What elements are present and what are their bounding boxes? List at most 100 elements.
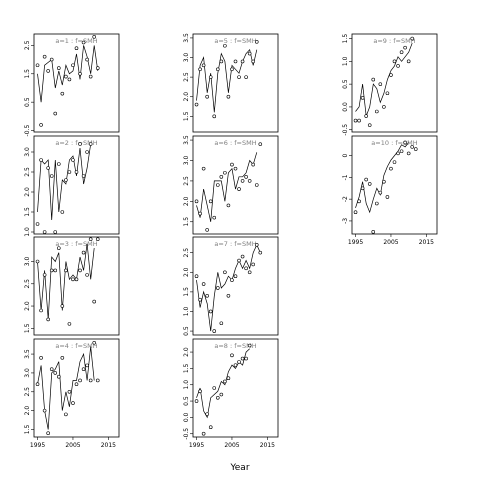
observed-point bbox=[49, 268, 54, 273]
observed-point bbox=[364, 177, 368, 182]
observed-point bbox=[35, 259, 40, 264]
panel-label: a=6 : f=SMH bbox=[214, 139, 256, 147]
observed-point bbox=[53, 111, 58, 116]
observed-point bbox=[74, 46, 79, 51]
observed-point bbox=[357, 199, 361, 204]
y-tick-label: 1.5 bbox=[342, 34, 349, 44]
observed-point bbox=[226, 293, 231, 298]
x-tick-label: 2015 bbox=[260, 442, 275, 449]
y-tick-label: 0.0 bbox=[342, 102, 349, 112]
panel-label: a=1 : f=SMH bbox=[55, 37, 97, 45]
observed-point bbox=[382, 105, 386, 109]
y-tick-label: 1.0 bbox=[24, 227, 31, 237]
panel-8: a=8 : f=SMH -0.5 0.0 0.5 1.0 1.5 2.0 bbox=[183, 338, 279, 440]
observed-point bbox=[399, 50, 404, 55]
observed-point bbox=[67, 77, 72, 82]
observed-point bbox=[92, 299, 97, 304]
y-tick-label: 1.5 bbox=[24, 425, 31, 435]
observed-point bbox=[81, 40, 86, 45]
panel-label: a=3 : f=SMH bbox=[55, 240, 97, 248]
panel-7: a=7 : f=SMH 0.5 1.0 1.5 2.0 2.5 bbox=[183, 236, 279, 336]
observed-point bbox=[71, 158, 75, 162]
observed-point bbox=[240, 179, 245, 183]
panel-frame bbox=[192, 338, 279, 438]
observed-point bbox=[71, 63, 75, 68]
observed-point bbox=[201, 431, 206, 436]
observed-point bbox=[244, 75, 248, 79]
observed-point bbox=[406, 59, 411, 64]
observed-point bbox=[35, 222, 40, 226]
observed-point bbox=[53, 230, 58, 234]
panel-frame bbox=[351, 33, 438, 133]
observed-point bbox=[194, 102, 199, 107]
panel-2: a=2 : f=SMH 1.0 1.5 2.0 2.5 3.0 bbox=[24, 135, 120, 237]
observed-point bbox=[237, 75, 241, 79]
y-tick-label: -3 bbox=[342, 218, 349, 224]
observed-point bbox=[237, 360, 241, 364]
observed-point bbox=[215, 395, 220, 400]
y-tick-label: 1.5 bbox=[183, 111, 190, 121]
observed-point bbox=[244, 356, 248, 361]
observed-point bbox=[413, 147, 418, 151]
observed-point bbox=[194, 399, 199, 403]
observed-point bbox=[49, 174, 54, 178]
model-fit-line bbox=[355, 42, 413, 117]
observed-point bbox=[42, 230, 47, 234]
y-tick-label: -0.5 bbox=[183, 428, 190, 440]
observed-point bbox=[223, 379, 227, 384]
observed-point bbox=[46, 317, 50, 322]
observed-point bbox=[35, 63, 40, 68]
model-fit-line bbox=[37, 45, 99, 103]
panel-10: a=10 : f=SMH -3 -2 -1 0 bbox=[342, 135, 438, 235]
observed-point bbox=[201, 166, 206, 171]
panel-4: a=4 : f=SMH 1.5 2.0 2.5 3.0 3.5 bbox=[24, 338, 120, 438]
observed-point bbox=[215, 183, 220, 187]
y-tick-label: 1.5 bbox=[183, 363, 190, 373]
observed-point bbox=[240, 59, 245, 64]
observed-point bbox=[244, 266, 248, 271]
observed-point bbox=[74, 277, 79, 282]
observed-point bbox=[53, 268, 58, 273]
y-tick-label: 0.5 bbox=[183, 396, 190, 406]
observed-point bbox=[71, 401, 75, 405]
y-tick-label: 2.0 bbox=[183, 92, 190, 102]
observed-point bbox=[56, 374, 61, 379]
y-tick-label: -2 bbox=[342, 196, 349, 202]
observed-point bbox=[92, 340, 97, 345]
observed-point bbox=[35, 382, 40, 387]
observed-point bbox=[85, 363, 89, 368]
observed-point bbox=[64, 268, 68, 273]
observed-point bbox=[237, 258, 241, 263]
y-tick-label: 2.5 bbox=[183, 176, 190, 186]
observed-point bbox=[67, 170, 72, 174]
panel-label: a=5 : f=SMH bbox=[214, 37, 256, 45]
observed-point bbox=[226, 203, 231, 208]
observed-point bbox=[85, 57, 89, 62]
observed-point bbox=[78, 71, 82, 76]
panel-6: a=6 : f=SMH 1.5 2.0 2.5 3.0 3.5 bbox=[183, 135, 279, 235]
model-fit-line bbox=[355, 142, 409, 214]
observed-point bbox=[223, 43, 227, 48]
observed-point bbox=[201, 63, 206, 68]
observed-point bbox=[233, 363, 238, 367]
observed-point bbox=[205, 412, 209, 416]
y-tick-label: -0.5 bbox=[342, 124, 349, 136]
observed-point bbox=[403, 140, 407, 145]
observed-point bbox=[46, 69, 50, 73]
observed-point bbox=[410, 36, 415, 41]
observed-point bbox=[78, 142, 82, 146]
observed-point bbox=[360, 96, 365, 100]
observed-point bbox=[212, 114, 217, 119]
y-tick-label: 2.5 bbox=[183, 72, 190, 82]
observed-point bbox=[389, 166, 393, 171]
observed-point bbox=[367, 123, 372, 127]
observed-point bbox=[208, 309, 213, 314]
observed-point bbox=[92, 35, 97, 39]
panel-label: a=4 : f=SMH bbox=[55, 342, 97, 350]
y-tick-label: 2.0 bbox=[183, 196, 190, 206]
y-tick-label: 2.5 bbox=[24, 387, 31, 397]
observed-point bbox=[39, 158, 43, 162]
observed-point bbox=[396, 151, 400, 156]
panel-frame bbox=[192, 135, 279, 235]
observed-point bbox=[219, 392, 224, 397]
